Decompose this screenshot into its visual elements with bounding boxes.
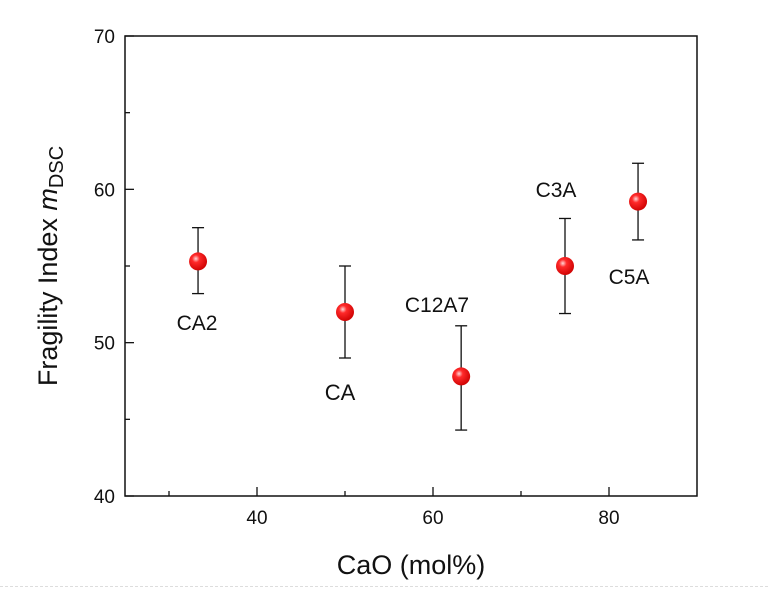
data-point: [629, 192, 648, 211]
y-tick-label: 50: [94, 334, 115, 355]
y-tick-label: 60: [94, 180, 115, 201]
data-point: [452, 367, 471, 386]
plot-frame: [124, 35, 698, 497]
bottom-divider: [0, 586, 768, 587]
y-tick-label: 40: [94, 487, 115, 508]
point-label: C12A7: [405, 294, 469, 317]
data-point: [556, 257, 574, 275]
x-tick-label: 60: [422, 508, 443, 529]
point-label: CA: [325, 380, 356, 405]
data-point: [189, 252, 208, 271]
y-axis-label: Fragility Index mDSC: [33, 146, 68, 386]
x-axis-label: CaO (mol%): [337, 550, 486, 580]
x-tick-label: 80: [598, 508, 619, 529]
point-label: C3A: [536, 179, 577, 202]
point-label: C5A: [609, 266, 650, 289]
point-label: CA2: [177, 312, 218, 335]
data-point: [336, 303, 354, 321]
y-tick-label: 70: [94, 27, 115, 48]
x-tick-label: 40: [246, 508, 267, 529]
